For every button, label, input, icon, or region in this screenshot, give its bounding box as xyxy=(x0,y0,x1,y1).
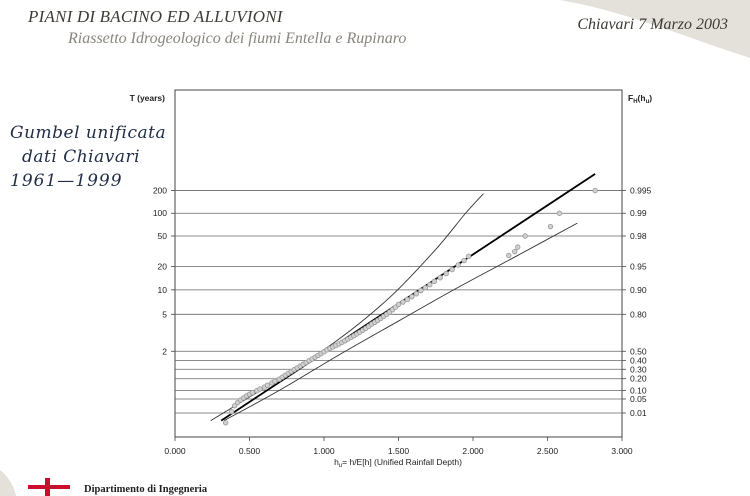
left-tick-label: 50 xyxy=(158,231,168,241)
observation-point xyxy=(222,420,229,426)
x-axis-title: hu= h/E[h] (Unified Rainfall Depth) xyxy=(334,457,462,469)
left-tick-label: 20 xyxy=(158,261,168,271)
right-tick-label: 0.90 xyxy=(630,285,647,295)
left-tick-label: 2 xyxy=(162,346,167,356)
observation-point xyxy=(431,278,437,285)
right-tick-label: 0.10 xyxy=(630,385,647,395)
x-tick-label: 3.000 xyxy=(611,446,633,456)
observation-point xyxy=(465,253,472,260)
observation-point xyxy=(522,233,528,239)
right-tick-label: 0.995 xyxy=(630,186,652,196)
x-tick-label: 1.500 xyxy=(388,446,410,456)
right-tick-label: 0.20 xyxy=(630,374,647,384)
observation-point xyxy=(228,408,235,415)
right-axis-title: FH(hu) xyxy=(628,93,652,105)
lower-band-line xyxy=(223,222,578,421)
left-axis-title: T (years) xyxy=(130,93,166,103)
observation-point xyxy=(461,257,467,264)
observation-point xyxy=(264,382,271,388)
right-tick-label: 0.98 xyxy=(630,231,647,241)
right-tick-label: 0.50 xyxy=(630,346,647,356)
right-tick-label: 0.40 xyxy=(630,355,647,365)
observation-point xyxy=(409,294,415,300)
observation-point xyxy=(556,210,563,216)
handwritten-note-line2: dati Chiavari xyxy=(22,147,141,167)
observation-point xyxy=(515,244,521,250)
left-tick-label: 200 xyxy=(153,186,167,196)
observation-point xyxy=(512,248,518,255)
observation-point xyxy=(506,252,512,259)
department-flag-icon xyxy=(28,478,70,496)
upper-band-line xyxy=(210,193,484,421)
handwritten-note-line1: Gumbel unificata xyxy=(10,123,167,143)
right-tick-label: 0.01 xyxy=(630,408,647,418)
page-subtitle: Riassetto Idrogeologico dei fiumi Entell… xyxy=(68,30,407,47)
right-tick-label: 0.80 xyxy=(630,309,647,319)
observation-point xyxy=(427,281,433,288)
right-tick-label: 0.05 xyxy=(630,394,647,404)
observation-point xyxy=(437,274,443,281)
handwritten-note-line3: 1961—1999 xyxy=(10,171,123,191)
observation-point xyxy=(395,301,402,308)
observation-point xyxy=(443,270,449,277)
observation-point xyxy=(413,291,420,297)
right-tick-label: 0.95 xyxy=(630,261,647,271)
x-tick-label: 0.000 xyxy=(164,446,186,456)
grid-lines xyxy=(175,190,622,414)
right-axis-ticks: 0.995 0.99 0.98 0.95 0.90 0.80 0.500.400.300.2… xyxy=(622,186,652,418)
plot-frame xyxy=(174,89,623,438)
observation-point xyxy=(272,378,278,385)
observation-point xyxy=(249,389,256,396)
left-tick-label: 10 xyxy=(158,285,168,295)
series-layer xyxy=(210,173,598,426)
x-tick-label: 1.000 xyxy=(313,446,335,456)
left-axis-ticks: 200 100 50 20 10 5 2 xyxy=(153,186,175,356)
observation-point xyxy=(418,287,424,294)
observation-point xyxy=(422,285,429,291)
observation-point xyxy=(592,187,598,194)
page-title: PIANI DI BACINO ED ALLUVIONI xyxy=(28,7,283,26)
left-tick-label: 5 xyxy=(162,309,167,319)
observation-point xyxy=(404,296,411,303)
observation-point xyxy=(547,223,554,230)
observation-point xyxy=(449,266,455,273)
x-axis-ticks: 0.000 0.500 1.000 1.500 2.000 2.500 3.000 xyxy=(164,437,633,456)
left-tick-label: 100 xyxy=(153,208,167,218)
page-date: Chiavari 7 Marzo 2003 xyxy=(577,16,728,33)
observation-point xyxy=(257,386,263,392)
department-label: Dipartimento di Ingegneria xyxy=(84,484,208,495)
right-tick-label: 0.30 xyxy=(630,364,647,374)
observation-point xyxy=(400,299,406,305)
right-tick-label: 0.99 xyxy=(630,208,647,218)
observation-point xyxy=(455,262,461,268)
x-tick-label: 2.500 xyxy=(537,446,559,456)
x-tick-label: 0.500 xyxy=(239,446,261,456)
x-tick-label: 2.000 xyxy=(462,446,484,456)
